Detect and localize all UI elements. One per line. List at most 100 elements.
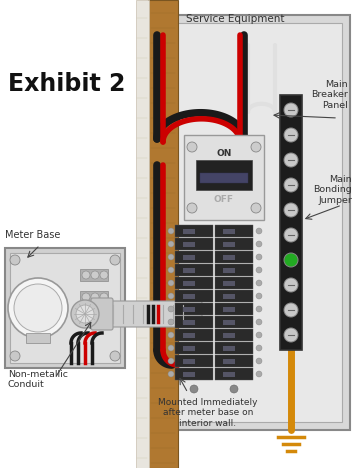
Circle shape bbox=[168, 293, 174, 299]
Text: Service Equipment: Service Equipment bbox=[186, 14, 284, 24]
Bar bbox=[215, 251, 253, 263]
Bar bbox=[175, 290, 213, 302]
Circle shape bbox=[190, 385, 198, 393]
Bar bbox=[183, 359, 195, 364]
Bar bbox=[215, 342, 253, 354]
Circle shape bbox=[91, 271, 99, 279]
Circle shape bbox=[284, 203, 298, 217]
Text: Non-metallic
Conduit: Non-metallic Conduit bbox=[8, 370, 68, 389]
Bar bbox=[280, 95, 302, 350]
Bar bbox=[184, 135, 264, 220]
Circle shape bbox=[100, 271, 108, 279]
Bar bbox=[183, 268, 195, 273]
Bar bbox=[215, 290, 253, 302]
Bar bbox=[175, 368, 213, 380]
FancyBboxPatch shape bbox=[91, 298, 113, 330]
Bar bbox=[175, 238, 213, 250]
Bar bbox=[183, 229, 195, 234]
Bar bbox=[175, 251, 213, 263]
Circle shape bbox=[187, 142, 197, 152]
Circle shape bbox=[256, 332, 262, 338]
Circle shape bbox=[168, 319, 174, 325]
Bar bbox=[183, 346, 195, 351]
Circle shape bbox=[230, 385, 238, 393]
Bar bbox=[223, 320, 235, 325]
Text: Mounted Immediately
after meter base on
interior wall.: Mounted Immediately after meter base on … bbox=[158, 398, 258, 428]
Bar bbox=[175, 316, 213, 328]
Circle shape bbox=[251, 203, 261, 213]
Circle shape bbox=[256, 345, 262, 351]
Bar bbox=[183, 333, 195, 338]
Circle shape bbox=[284, 153, 298, 167]
Bar bbox=[80, 313, 108, 325]
Circle shape bbox=[168, 228, 174, 234]
FancyBboxPatch shape bbox=[101, 301, 202, 327]
Bar bbox=[223, 372, 235, 377]
Circle shape bbox=[82, 271, 90, 279]
Circle shape bbox=[256, 254, 262, 260]
Circle shape bbox=[284, 128, 298, 142]
Bar bbox=[5, 248, 125, 368]
Circle shape bbox=[256, 306, 262, 312]
Circle shape bbox=[91, 315, 99, 323]
Circle shape bbox=[100, 293, 108, 301]
Bar bbox=[215, 355, 253, 367]
Bar bbox=[223, 307, 235, 312]
Circle shape bbox=[187, 203, 197, 213]
Circle shape bbox=[76, 305, 94, 323]
Circle shape bbox=[256, 228, 262, 234]
Bar bbox=[223, 229, 235, 234]
Bar bbox=[175, 342, 213, 354]
Circle shape bbox=[8, 278, 68, 338]
Bar bbox=[175, 277, 213, 289]
Circle shape bbox=[110, 255, 120, 265]
Circle shape bbox=[284, 303, 298, 317]
Circle shape bbox=[71, 300, 99, 328]
Bar bbox=[148, 0, 178, 468]
Bar bbox=[183, 242, 195, 247]
Circle shape bbox=[82, 293, 90, 301]
Circle shape bbox=[14, 284, 62, 332]
Circle shape bbox=[168, 241, 174, 247]
Circle shape bbox=[256, 358, 262, 364]
Bar bbox=[223, 333, 235, 338]
Circle shape bbox=[284, 228, 298, 242]
Circle shape bbox=[168, 267, 174, 273]
Circle shape bbox=[251, 142, 261, 152]
Bar bbox=[223, 255, 235, 260]
Circle shape bbox=[256, 319, 262, 325]
Bar bbox=[26, 333, 50, 343]
Bar bbox=[140, 15, 350, 430]
Circle shape bbox=[91, 293, 99, 301]
Circle shape bbox=[256, 267, 262, 273]
Circle shape bbox=[10, 351, 20, 361]
Circle shape bbox=[100, 315, 108, 323]
Text: ON: ON bbox=[216, 148, 232, 158]
Bar bbox=[183, 294, 195, 299]
Bar bbox=[80, 291, 108, 303]
Bar bbox=[183, 307, 195, 312]
Bar bbox=[223, 294, 235, 299]
Bar bbox=[215, 316, 253, 328]
Circle shape bbox=[168, 358, 174, 364]
Bar bbox=[223, 281, 235, 286]
Circle shape bbox=[110, 351, 120, 361]
Bar bbox=[196, 160, 252, 190]
Bar bbox=[175, 225, 213, 237]
Bar bbox=[215, 329, 253, 341]
Circle shape bbox=[284, 103, 298, 117]
Bar bbox=[215, 264, 253, 276]
Bar bbox=[223, 359, 235, 364]
Circle shape bbox=[256, 293, 262, 299]
Circle shape bbox=[284, 278, 298, 292]
Circle shape bbox=[82, 315, 90, 323]
Bar bbox=[148, 23, 342, 422]
Circle shape bbox=[256, 371, 262, 377]
Bar bbox=[10, 253, 120, 363]
Bar bbox=[183, 255, 195, 260]
Bar bbox=[175, 329, 213, 341]
Circle shape bbox=[168, 345, 174, 351]
Text: Main
Breaker
Panel: Main Breaker Panel bbox=[311, 80, 348, 110]
Text: OFF: OFF bbox=[214, 196, 234, 205]
Circle shape bbox=[284, 253, 298, 267]
